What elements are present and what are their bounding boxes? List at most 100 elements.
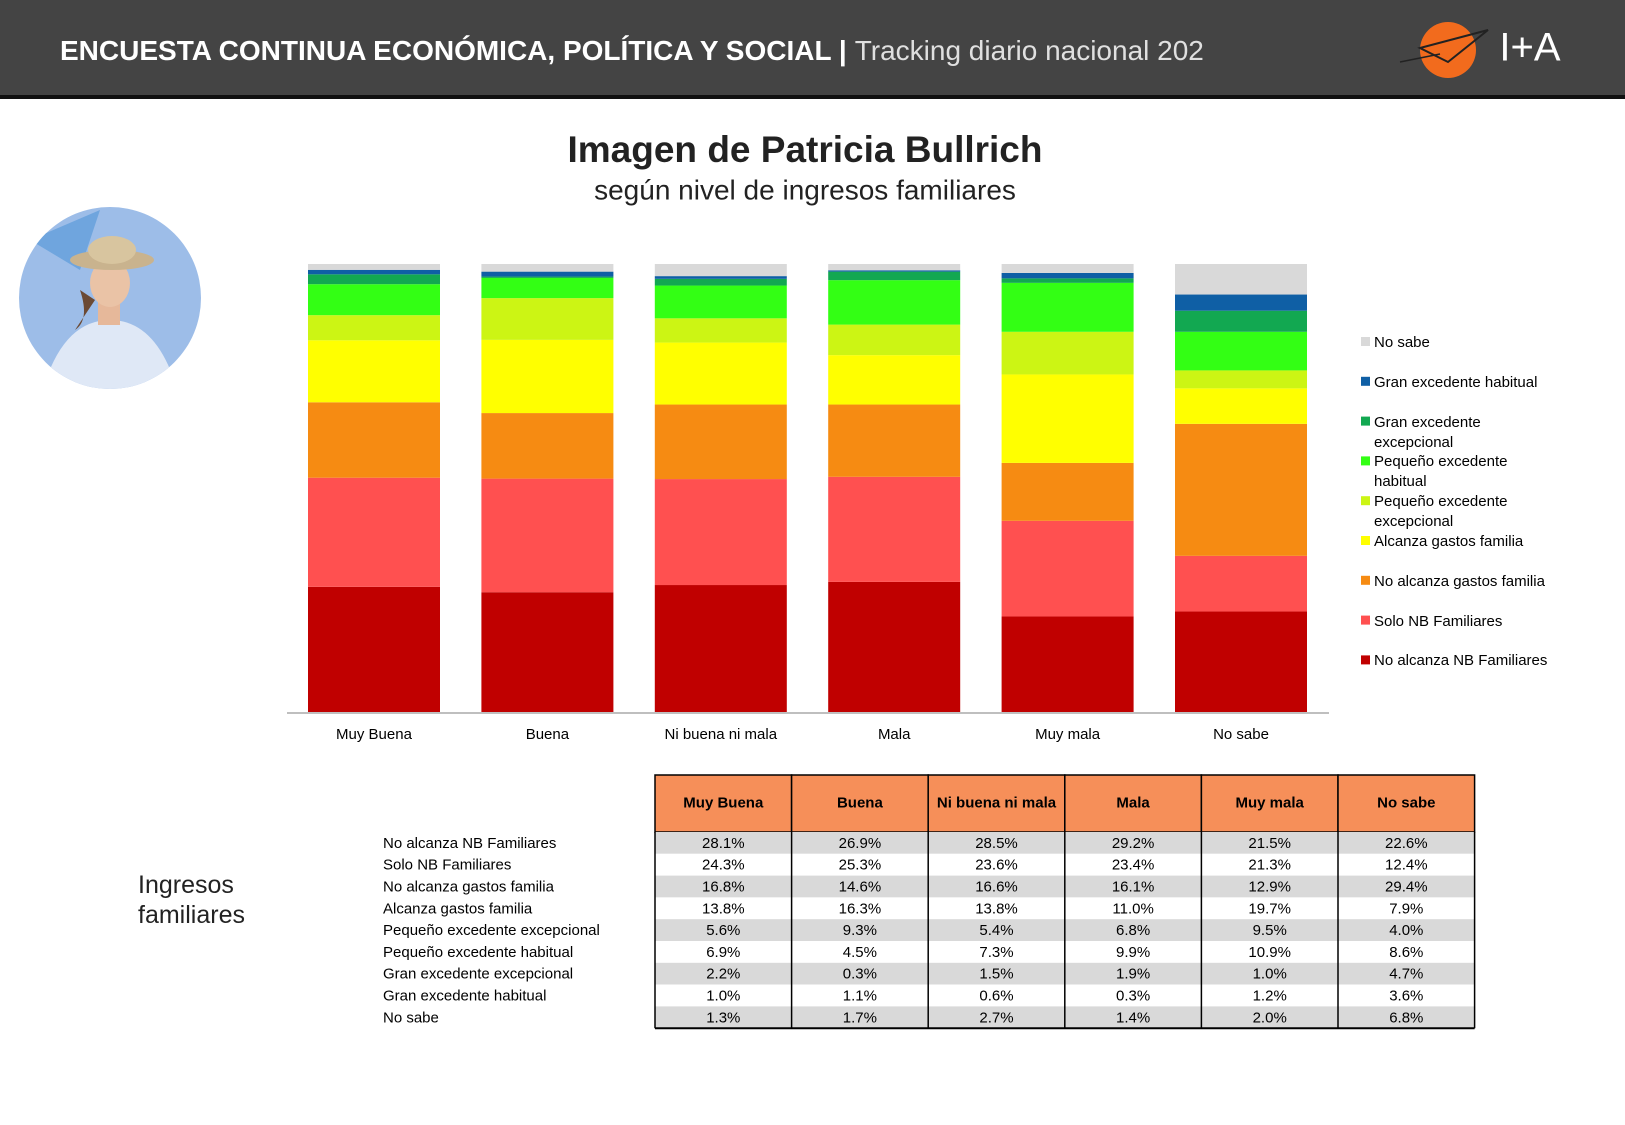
table-cell: 24.3% [702,857,745,874]
table-cell: 1.1% [843,987,877,1004]
table-cell: 5.4% [979,922,1013,939]
table-row-label: Pequeño excedente habitual [383,944,573,961]
bar-segment [1001,520,1134,617]
table-cell: 21.5% [1248,835,1291,852]
table-cell: 9.9% [1116,944,1150,961]
table-cell: 0.3% [843,966,877,983]
legend-label: Pequeño excedente excepcional [1374,493,1508,531]
table-cell: 16.6% [975,878,1018,895]
table-row-label: No alcanza NB Familiares [383,835,556,852]
table-header: No sabe [1377,794,1435,811]
bar-segment [828,476,961,582]
bar-segment [654,479,787,586]
bar-segment [308,284,440,316]
table-header-cell [1064,774,1203,833]
bar-segment [308,274,440,285]
bar-segment [654,318,787,343]
table-header-cell [790,774,929,833]
table-cell: 1.3% [706,1009,740,1026]
photo [19,207,201,389]
header-text: ENCUESTA CONTINUA ECONÓMICA, POLÍTICA Y … [60,35,1204,66]
x-tick-label: No sabe [1213,726,1269,743]
bar-segment [828,581,961,713]
header-title: ENCUESTA CONTINUA ECONÓMICA, POLÍTICA Y … [60,35,847,66]
table-header: Buena [837,794,884,811]
side-label: Ingresos familiares [138,871,245,929]
bar-segment [654,585,787,713]
table-cell: 29.2% [1112,835,1155,852]
table-cell: 1.4% [1116,1009,1150,1026]
table-cell: 1.0% [706,987,740,1004]
table-cell: 0.3% [1116,987,1150,1004]
table-cell: 12.9% [1248,878,1291,895]
table-cell: 1.0% [1253,966,1287,983]
table-cell: 11.0% [1112,900,1153,917]
table-cell: 26.9% [839,835,882,852]
legend-label: Solo NB Familiares [1374,612,1503,630]
legend-swatch [1361,575,1370,585]
bar-segment [1175,555,1307,612]
bar-segment [1175,264,1307,295]
bar-segment [481,592,614,713]
bar-segment [481,413,614,479]
legend-swatch [1361,655,1370,665]
bar-segment [654,285,787,319]
bar-segment [1175,370,1307,389]
table-header: Muy mala [1236,794,1305,811]
table-row-label: No alcanza gastos familia [383,878,555,895]
logo-text: I+A [1499,26,1560,70]
header-bar [0,0,1625,95]
legend-swatch [1361,615,1370,625]
table-row-label: Gran excedente excepcional [383,966,573,983]
table-cell: 2.7% [979,1009,1013,1026]
x-tick-label: Muy Buena [336,726,413,743]
legend-swatch [1361,416,1370,426]
table-cell: 14.6% [839,878,882,895]
table-header-cell [654,774,793,833]
table-cell: 0.6% [979,987,1013,1004]
bar-segment [828,355,961,405]
table-cell: 1.5% [979,966,1013,983]
table-cell: 13.8% [975,900,1018,917]
legend-label: Gran excedente excepcional [1374,413,1481,451]
bar-segment [1001,272,1134,279]
bar-segment [308,315,440,341]
table-cell: 16.8% [702,878,745,895]
side-label-line: familiares [138,901,245,929]
table-cell: 8.6% [1389,944,1423,961]
table-row-label: Solo NB Familiares [383,857,511,874]
table-cell: 5.6% [706,922,740,939]
bar-segment [308,586,440,713]
bar-segment [654,404,787,480]
bar-segment [828,271,961,281]
legend-label: Gran excedente habitual [1374,373,1538,391]
table-row-label: Pequeño excedente excepcional [383,922,600,939]
table-cell: 1.2% [1253,987,1287,1004]
side-label-line: Ingresos [138,871,234,899]
table-cell: 10.9% [1248,944,1291,961]
bar-segment [481,276,614,278]
bar-segment [654,264,787,277]
bar-segment [1175,331,1307,371]
header-subtitle: Tracking diario nacional 202 [855,35,1204,66]
bar-segment [828,324,961,356]
table-cell: 6.8% [1116,922,1150,939]
table-cell: 2.0% [1253,1009,1287,1026]
bar-segment [1001,331,1134,375]
table-cell: 6.8% [1389,1009,1423,1026]
bar-segment [308,264,440,270]
bar-segment [828,264,961,271]
legend-swatch [1361,496,1370,506]
x-tick-label: Buena [526,726,570,743]
bar-segment [1001,374,1134,463]
table-cell: 1.7% [843,1009,877,1026]
table-cell: 29.4% [1385,878,1428,895]
bar-segment [1175,310,1307,332]
table-cell: 4.5% [843,944,877,961]
bar-segment [1001,462,1134,521]
table-cell: 7.3% [979,944,1013,961]
legend-label: No alcanza gastos familia [1374,572,1545,590]
table-cell: 9.5% [1253,922,1287,939]
